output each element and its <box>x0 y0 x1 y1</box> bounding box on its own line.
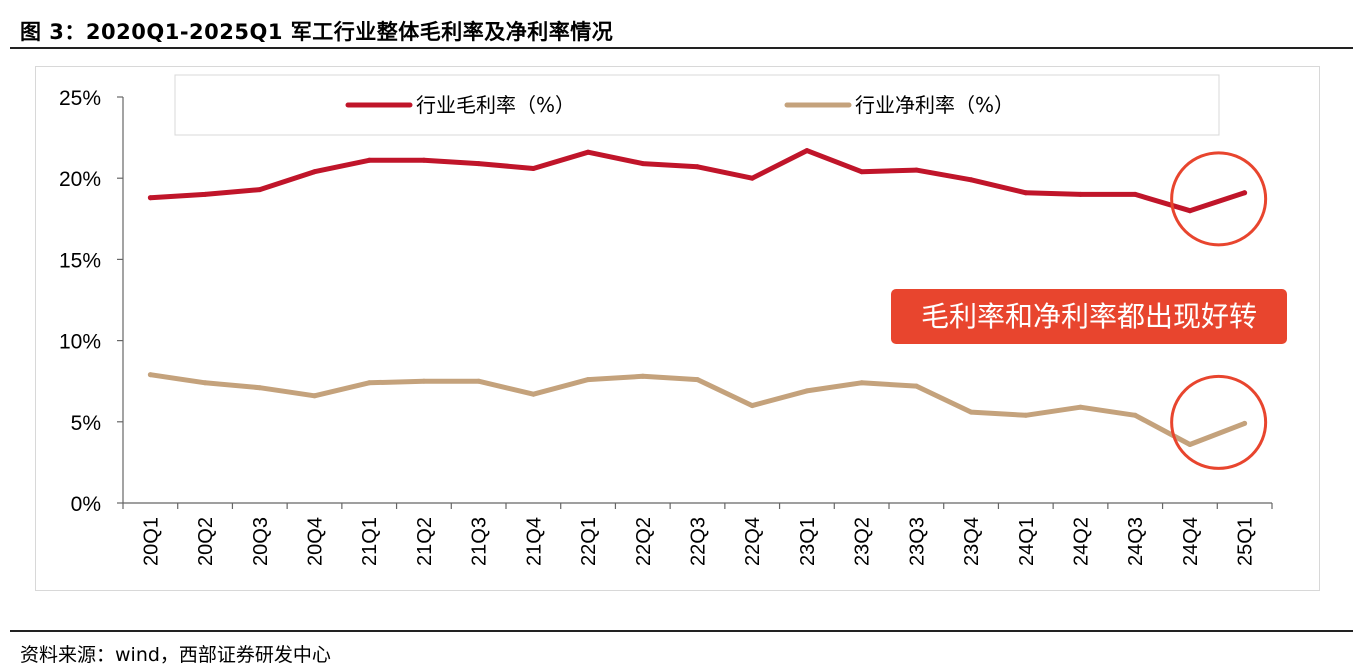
annotation-callout: 毛利率和净利率都出现好转 <box>891 289 1287 344</box>
data-point <box>585 377 591 383</box>
x-tick-label: 22Q1 <box>578 517 600 566</box>
data-point <box>968 409 974 415</box>
data-point <box>1023 412 1029 418</box>
data-point <box>202 191 208 197</box>
data-point <box>1242 190 1248 196</box>
data-point <box>749 403 755 409</box>
data-point <box>1078 191 1083 197</box>
y-tick-label: 20% <box>59 168 101 191</box>
data-point <box>147 372 153 378</box>
data-point <box>695 377 700 383</box>
x-tick-label: 20Q4 <box>305 517 327 566</box>
data-point <box>804 388 810 394</box>
data-point <box>366 157 372 163</box>
top-rule <box>10 47 1353 49</box>
data-point <box>147 195 153 201</box>
data-point <box>421 157 427 163</box>
legend-label-2: 行业净利率（%） <box>855 93 1014 117</box>
data-point <box>1187 208 1193 214</box>
chart-frame <box>35 66 1320 591</box>
x-tick-label: 24Q1 <box>1016 517 1038 566</box>
data-point <box>257 187 263 193</box>
y-tick-label: 25% <box>59 87 101 110</box>
x-tick-label: 23Q4 <box>961 517 983 566</box>
data-point <box>202 380 208 386</box>
data-point <box>585 149 591 155</box>
series-line-1 <box>147 148 1248 214</box>
x-tick-label: 21Q4 <box>523 517 545 566</box>
data-point <box>476 161 482 167</box>
x-tick-label: 21Q3 <box>469 517 491 566</box>
data-point <box>859 380 865 386</box>
data-point <box>804 148 810 154</box>
x-tick-label: 24Q4 <box>1180 517 1202 566</box>
x-tick-label: 23Q3 <box>906 517 928 566</box>
x-tick-label: 20Q3 <box>250 517 272 566</box>
data-point <box>640 161 646 167</box>
y-tick-label: 10% <box>59 331 101 354</box>
x-tick-label: 24Q3 <box>1125 517 1147 566</box>
bottom-rule <box>10 630 1353 632</box>
data-point <box>312 169 317 175</box>
data-point <box>695 164 700 170</box>
data-point <box>968 177 974 183</box>
x-tick-label: 22Q4 <box>742 517 764 566</box>
x-tick-label: 23Q1 <box>797 517 819 566</box>
data-point <box>366 380 372 386</box>
data-point <box>421 378 427 384</box>
x-tick-label: 25Q1 <box>1235 517 1257 566</box>
data-point <box>1132 412 1138 418</box>
x-tick-label: 22Q3 <box>688 517 710 566</box>
data-point <box>913 383 919 389</box>
data-point <box>859 169 865 175</box>
x-tick-label: 24Q2 <box>1071 517 1093 566</box>
x-tick-label: 21Q1 <box>359 517 381 566</box>
highlight-circle-2 <box>1170 374 1268 470</box>
y-tick-label: 5% <box>71 412 101 435</box>
highlight-circle-1 <box>1170 151 1268 247</box>
legend-box <box>174 74 1220 136</box>
data-point <box>1242 420 1248 426</box>
data-point <box>1132 191 1138 197</box>
data-point <box>1078 404 1083 410</box>
x-tick-label: 23Q2 <box>852 517 874 566</box>
data-point <box>913 167 919 173</box>
data-point <box>1187 442 1193 447</box>
data-point <box>530 391 536 397</box>
y-tick-label: 0% <box>71 493 101 516</box>
data-point <box>476 378 482 384</box>
data-point <box>257 385 263 391</box>
data-point <box>1023 190 1029 196</box>
data-point <box>530 166 536 171</box>
figure-title: 图 3：2020Q1-2025Q1 军工行业整体毛利率及净利率情况 <box>20 20 614 44</box>
x-tick-label: 22Q2 <box>633 517 655 566</box>
data-point <box>640 373 646 379</box>
source-note: 资料来源：wind，西部证券研发中心 <box>20 644 331 666</box>
y-tick-label: 15% <box>59 249 101 272</box>
x-tick-label: 20Q1 <box>140 517 162 566</box>
x-tick-label: 21Q2 <box>414 517 436 566</box>
x-tick-label: 20Q2 <box>195 517 217 566</box>
data-point <box>749 175 755 181</box>
data-point <box>312 393 317 399</box>
legend-label-1: 行业毛利率（%） <box>416 93 575 117</box>
